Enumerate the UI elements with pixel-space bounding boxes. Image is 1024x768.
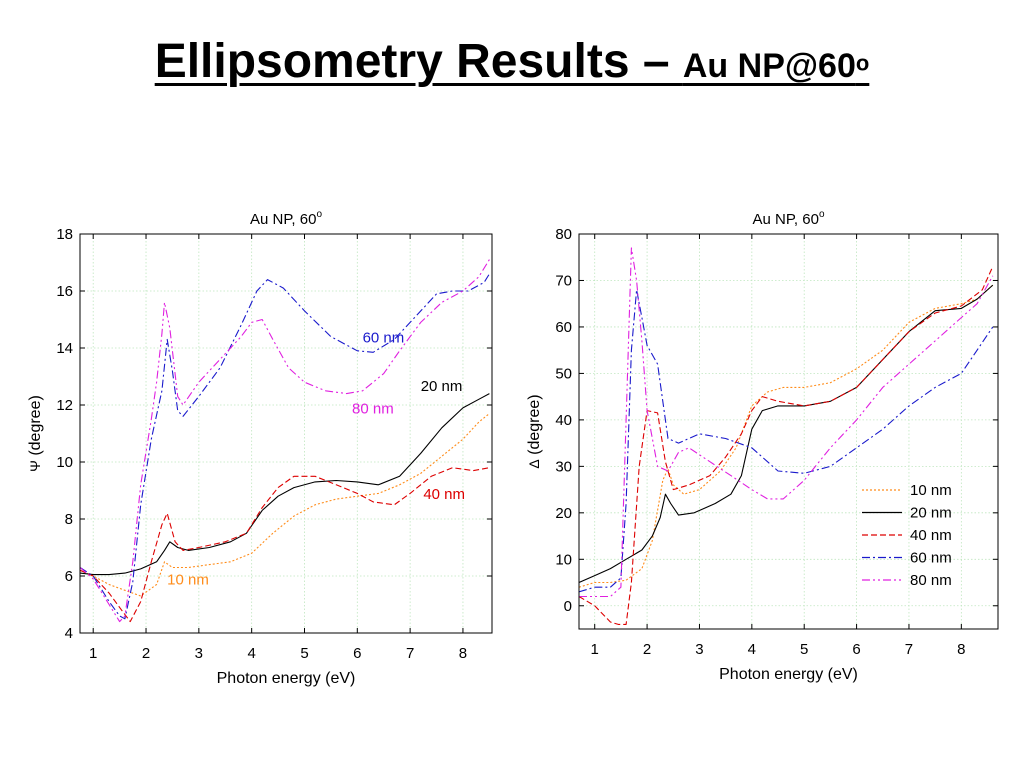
chart-1-annotation-10-nm: 10 nm xyxy=(167,572,209,589)
chart-1-y-tick-label: 14 xyxy=(56,340,73,357)
chart-2-title-degree: o xyxy=(819,209,825,220)
chart-1-title-degree: o xyxy=(316,209,322,220)
chart-1-y-tick-label: 4 xyxy=(65,625,73,642)
chart-1-x-tick-label: 8 xyxy=(459,645,467,662)
chart-2-x-tick-label: 6 xyxy=(852,641,860,658)
slide-title: Ellipsometry Results – Au NP@60o xyxy=(155,38,870,86)
chart-2-series-20-nm xyxy=(579,284,994,584)
chart-1-x-tick-label: 4 xyxy=(247,645,255,662)
chart-2-y-tick-label: 10 xyxy=(555,551,572,568)
chart-1-y-tick-label: 18 xyxy=(56,226,73,243)
chart-1-series-10-nm xyxy=(80,413,490,597)
chart-2-x-tick-label: 5 xyxy=(800,641,808,658)
chart-1-series-80-nm xyxy=(80,259,490,623)
chart-2-x-tick-label: 2 xyxy=(643,641,651,658)
chart-2-plot-frame xyxy=(578,233,999,630)
chart-1-y-tick-label: 12 xyxy=(56,397,73,414)
chart-1-ylabel-text: (degree) xyxy=(27,395,44,460)
chart-2-legend-label: 20 nm xyxy=(910,505,952,522)
chart-1-y-tick-label: 10 xyxy=(56,454,73,471)
chart-2-x-tick-label: 3 xyxy=(695,641,703,658)
chart-2-y-tick-label: 50 xyxy=(555,365,572,382)
chart-2-y-tick-label: 70 xyxy=(555,272,572,289)
chart-2-y-tick-label: 0 xyxy=(564,598,572,615)
chart-2-y-tick-label: 30 xyxy=(555,458,572,475)
chart-1-annotation-60-nm: 60 nm xyxy=(363,329,405,346)
chart-1-x-tick-label: 1 xyxy=(89,645,97,662)
chart-2-series-10-nm xyxy=(579,284,994,588)
chart-1-x-tick-label: 7 xyxy=(406,645,414,662)
chart-2-ylabel-symbol: Δ xyxy=(526,459,542,468)
chart-1-ylabel-symbol: Ψ xyxy=(27,460,43,472)
chart-1-annotation-20-nm: 20 nm xyxy=(421,378,463,395)
chart-1-xlabel: Photon energy (eV) xyxy=(217,670,356,687)
chart-1-series-40-nm xyxy=(80,467,490,623)
chart-2-legend-label: 40 nm xyxy=(910,527,952,544)
chart-2-x-tick-label: 4 xyxy=(748,641,756,658)
chart-2-legend-label: 60 nm xyxy=(910,550,952,567)
chart-1-x-tick-label: 2 xyxy=(142,645,150,662)
slide-title-degree: o xyxy=(855,50,870,76)
chart-2-ylabel-text: (degree) xyxy=(526,394,543,459)
chart-1-title: Au NP, 60o xyxy=(250,209,322,228)
chart-2-xlabel: Photon energy (eV) xyxy=(719,666,858,683)
chart-1-x-tick-label: 5 xyxy=(300,645,308,662)
slide-title-wrap: Ellipsometry Results – Au NP@60o xyxy=(0,38,1024,86)
chart-1-x-tick-label: 3 xyxy=(195,645,203,662)
chart-1-annotation-80-nm: 80 nm xyxy=(352,401,394,418)
chart-1-annotation-40-nm: 40 nm xyxy=(423,486,465,503)
chart-1-plot-frame xyxy=(79,233,493,634)
chart-2-ylabel: Δ (degree) xyxy=(526,394,543,468)
chart-1-series-20-nm xyxy=(80,393,490,576)
slide-title-sub: Au NP@60 xyxy=(682,47,856,85)
chart-2-title: Au NP, 60o xyxy=(752,209,824,228)
chart-2-y-tick-label: 20 xyxy=(555,505,572,522)
chart-2-series-80-nm xyxy=(579,247,994,598)
chart-1-ylabel: Ψ (degree) xyxy=(27,395,44,472)
chart-2-series-60-nm xyxy=(579,289,994,593)
chart-2-x-tick-label: 7 xyxy=(905,641,913,658)
chart-2-legend-label: 10 nm xyxy=(910,482,952,499)
chart-1-y-tick-label: 6 xyxy=(65,568,73,585)
chart-2-x-tick-label: 8 xyxy=(957,641,965,658)
chart-2-legend-label: 80 nm xyxy=(910,572,952,589)
chart-2-y-tick-label: 40 xyxy=(555,412,572,429)
chart-1-x-tick-label: 6 xyxy=(353,645,361,662)
chart-1-series-60-nm xyxy=(80,273,490,620)
chart-2-series-40-nm xyxy=(579,266,994,625)
chart-2-x-tick-label: 1 xyxy=(591,641,599,658)
chart-2-y-tick-label: 60 xyxy=(555,319,572,336)
chart-1-y-tick-label: 8 xyxy=(65,511,73,528)
slide-title-main: Ellipsometry Results – xyxy=(154,35,683,88)
chart-1-y-tick-label: 16 xyxy=(56,283,73,300)
chart-2-y-tick-label: 80 xyxy=(555,226,572,243)
